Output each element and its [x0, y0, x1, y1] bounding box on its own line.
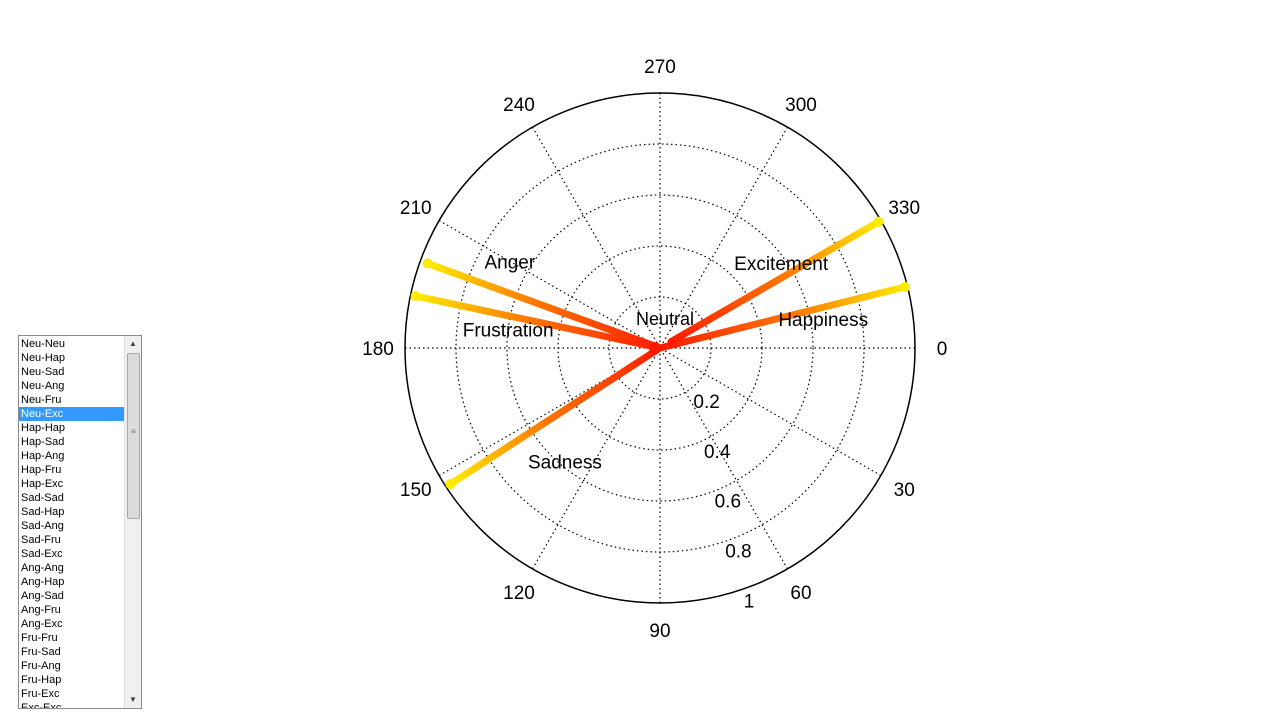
angle-label: 180: [362, 339, 394, 360]
origin-label: Neutral: [636, 309, 694, 329]
angle-label: 270: [644, 57, 676, 78]
trajectory-line: [424, 259, 664, 352]
list-item[interactable]: Hap-Ang: [21, 450, 65, 462]
radial-tick-labels: 0.2 0.4 0.6 0.8 1: [693, 392, 754, 613]
list-item[interactable]: Hap-Sad: [21, 436, 65, 448]
trajectory-line: [656, 283, 909, 352]
emotion-label: Anger: [484, 252, 535, 273]
trajectory-endpoint: [899, 281, 910, 292]
angle-label: 0: [937, 339, 948, 360]
radial-label: 0.8: [725, 542, 751, 563]
list-item[interactable]: Sad-Ang: [21, 520, 64, 532]
angle-label: 330: [888, 198, 920, 219]
list-item[interactable]: Fru-Ang: [21, 660, 61, 672]
radial-label: 0.4: [704, 442, 731, 463]
list-item[interactable]: Neu-Hap: [21, 352, 66, 364]
list-item[interactable]: Ang-Fru: [21, 604, 61, 616]
list-item[interactable]: Hap-Fru: [21, 464, 62, 476]
list-item[interactable]: Hap-Hap: [21, 422, 66, 434]
trajectory-endpoint: [410, 291, 421, 302]
list-item[interactable]: Neu-Sad: [21, 366, 65, 378]
emotion-label: Happiness: [778, 310, 868, 331]
angle-label: 210: [400, 198, 432, 219]
radial-label: 0.6: [715, 492, 741, 513]
angle-tick-labels: 0 30 60 90 120 150 180 210 240 270 300 330: [362, 57, 947, 642]
angle-label: 300: [785, 95, 817, 116]
radial-grid-circle: [506, 194, 814, 502]
polar-grid: [404, 92, 916, 604]
trajectory-line: [667, 218, 883, 346]
trajectory-endpoint: [873, 216, 884, 227]
list-item[interactable]: Fru-Exc: [21, 688, 60, 700]
list-item[interactable]: Neu-Neu: [21, 338, 66, 350]
angle-label: 30: [894, 480, 915, 501]
trajectory-line: [412, 292, 664, 352]
list-item[interactable]: Sad-Hap: [21, 506, 65, 518]
trajectory-endpoint: [445, 479, 456, 490]
list-item[interactable]: Fru-Fru: [21, 632, 58, 644]
list-item[interactable]: Ang-Ang: [21, 562, 64, 574]
emotion-labels: Happiness Excitement Anger Frustration Sadne…: [463, 252, 868, 473]
trajectory-lines: [410, 216, 910, 490]
emotion-label: Frustration: [463, 320, 554, 341]
outer-circle: [404, 92, 916, 604]
list-item[interactable]: Exc-Exc: [21, 702, 62, 709]
list-item[interactable]: Neu-Fru: [21, 394, 62, 406]
pair-listbox[interactable]: Neu-Neu Neu-Hap Neu-Sad Neu-Ang Neu-Fru Neu-E…: [18, 335, 142, 709]
angle-label: 120: [503, 583, 535, 604]
scroll-down-arrow-icon[interactable]: ▼: [129, 695, 137, 704]
list-item[interactable]: Ang-Sad: [21, 590, 64, 602]
list-item[interactable]: Neu-Exc: [19, 407, 124, 421]
emotion-label: Excitement: [734, 254, 829, 275]
scroll-grip-icon: ≡: [131, 427, 136, 436]
scroll-up-arrow-icon[interactable]: ▲: [129, 339, 137, 348]
list-item[interactable]: Sad-Exc: [21, 548, 63, 560]
trajectory-endpoint: [422, 258, 433, 269]
list-item[interactable]: Ang-Hap: [21, 576, 65, 588]
angle-label: 60: [790, 583, 811, 604]
pair-list-items: Neu-Neu Neu-Hap Neu-Sad Neu-Ang Neu-Fru Neu-E…: [19, 337, 124, 709]
scroll-thumb[interactable]: ≡: [127, 353, 140, 519]
origin-point: [649, 342, 661, 354]
angle-label: 150: [400, 480, 432, 501]
list-item[interactable]: Fru-Hap: [21, 674, 62, 686]
angle-label: 90: [649, 621, 670, 642]
trajectory-line: [446, 344, 664, 488]
angle-label: 240: [503, 95, 535, 116]
list-item[interactable]: Sad-Sad: [21, 492, 64, 504]
list-item[interactable]: Hap-Exc: [21, 478, 64, 490]
list-item[interactable]: Sad-Fru: [21, 534, 61, 546]
radial-label: 0.2: [693, 392, 719, 413]
emotion-label: Sadness: [528, 452, 602, 473]
list-item[interactable]: Ang-Exc: [21, 618, 63, 630]
list-item[interactable]: Fru-Sad: [21, 646, 61, 658]
list-item[interactable]: Neu-Ang: [21, 380, 65, 392]
list-scrollbar[interactable]: ▲ ≡ ▼: [124, 336, 141, 708]
radial-label: 1: [744, 591, 755, 612]
